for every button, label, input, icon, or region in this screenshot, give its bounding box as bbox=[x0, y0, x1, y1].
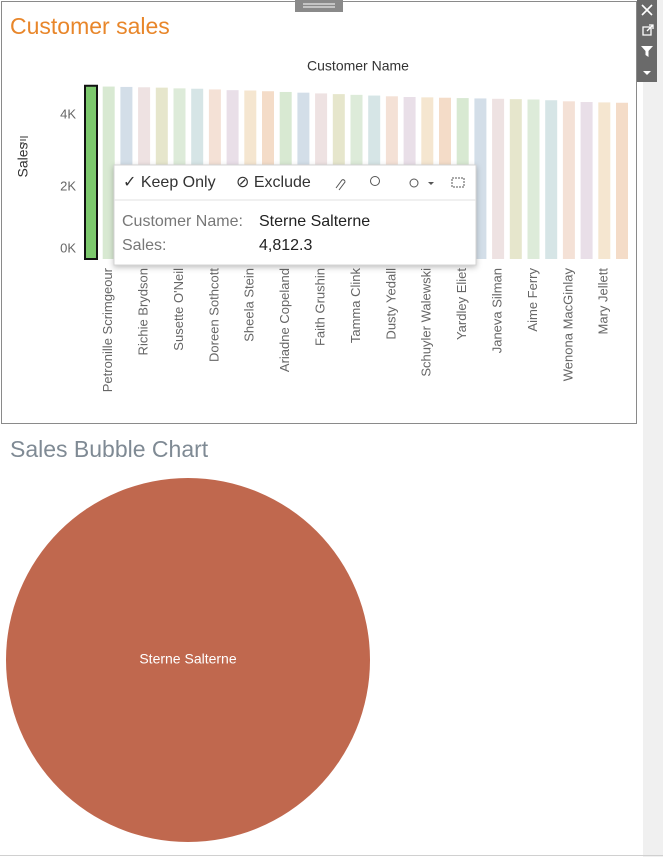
x-tick-label: Ariadne Copeland bbox=[277, 268, 292, 372]
bar bbox=[545, 100, 558, 260]
bar bbox=[527, 99, 540, 260]
sort-icon[interactable] bbox=[20, 136, 28, 144]
bar bbox=[474, 98, 487, 259]
x-tick-label: Susette O'Neil bbox=[171, 268, 186, 351]
x-tick-label: Sheela Stein bbox=[242, 268, 257, 342]
sheet-toolbar bbox=[637, 0, 657, 82]
x-tick-label: Dusty Yedall bbox=[383, 268, 398, 340]
filter-icon[interactable] bbox=[641, 46, 653, 57]
view-data-icon[interactable] bbox=[451, 177, 465, 188]
bar bbox=[509, 99, 522, 259]
sheet-title: Sales Bubble Chart bbox=[10, 436, 209, 462]
x-tick-label: Tamma Clink bbox=[348, 268, 363, 344]
explain-icon[interactable] bbox=[370, 176, 380, 186]
x-axis-title: Customer Name bbox=[307, 58, 409, 74]
tooltip-value: 4,812.3 bbox=[259, 237, 312, 254]
x-tick-label: Faith Grushin bbox=[313, 268, 328, 346]
bar bbox=[84, 84, 98, 260]
close-icon[interactable] bbox=[641, 4, 653, 16]
bar bbox=[562, 101, 575, 259]
sheet-title: Customer sales bbox=[10, 13, 170, 39]
x-tick-label: Petronille Scrimgeour bbox=[100, 267, 115, 392]
set-menu-icon[interactable] bbox=[428, 182, 434, 185]
menu-icon[interactable] bbox=[643, 71, 651, 75]
bubble bbox=[6, 478, 370, 842]
x-tick-label: Wenona MacGinlay bbox=[560, 268, 575, 382]
tooltip-label: Customer Name: bbox=[122, 213, 243, 230]
popout-icon[interactable] bbox=[642, 24, 654, 36]
x-tick-label: Yardley Eliet bbox=[454, 268, 469, 340]
x-tick-label: Aime Ferry bbox=[525, 268, 540, 332]
x-tick-label: Richie Brydson bbox=[136, 268, 151, 355]
set-icon[interactable] bbox=[409, 178, 419, 188]
tooltip-label: Sales: bbox=[122, 237, 166, 254]
bar bbox=[580, 102, 593, 259]
move-handle[interactable] bbox=[295, 0, 343, 12]
bubble-label: Sterne Salterne bbox=[139, 651, 236, 667]
x-tick-label: Schuyler Walewski bbox=[419, 268, 434, 377]
bar bbox=[616, 102, 628, 259]
x-tick-label: Janeva Silman bbox=[490, 268, 505, 353]
y-tick-label: 4K bbox=[60, 106, 76, 121]
bubble-area: Sterne Salterne bbox=[6, 478, 370, 842]
side-strip bbox=[643, 0, 663, 857]
exclude-button[interactable]: ⊘ Exclude bbox=[236, 174, 311, 191]
x-tick-label: Mary Jellett bbox=[596, 268, 611, 335]
keep-only-button[interactable]: ✓ Keep Only bbox=[123, 174, 216, 191]
x-tick-label: Doreen Sothcott bbox=[206, 268, 221, 362]
tooltip-box bbox=[113, 164, 477, 266]
tooltip-value: Sterne Salterne bbox=[259, 213, 370, 230]
group-icon[interactable] bbox=[335, 179, 346, 191]
y-tick-label: 2K bbox=[60, 178, 76, 193]
bar bbox=[492, 98, 505, 259]
y-axis-title: Sales bbox=[15, 142, 31, 177]
bar bbox=[102, 86, 115, 259]
bar bbox=[598, 102, 611, 260]
y-tick-label: 0K bbox=[60, 240, 76, 255]
tooltip: ✓ Keep Only ⊘ Exclude Customer Name: Ste… bbox=[113, 164, 477, 266]
